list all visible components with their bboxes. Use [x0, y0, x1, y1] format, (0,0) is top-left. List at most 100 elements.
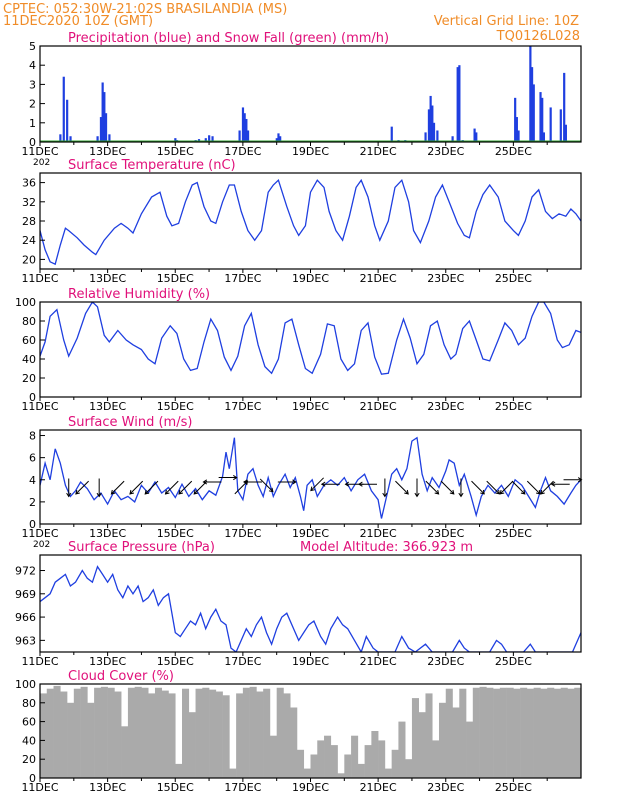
precip-bar	[208, 135, 211, 142]
wind-arrow-shaft	[425, 480, 439, 495]
cloud-bar	[100, 686, 108, 778]
precip-bar	[436, 130, 439, 142]
cloud-bar	[161, 690, 169, 778]
cloud-bar	[540, 688, 548, 778]
rh-xtick-label: 15DEC	[157, 400, 194, 413]
precip-bar	[275, 138, 278, 142]
wind-arrow-head	[535, 489, 541, 495]
precip-panel: 0 1 2 3 4 5 11DEC 13DEC 15DEC 17DEC 19DEC 21DEC 23DE…	[21, 31, 582, 168]
cloud-bar	[493, 688, 501, 778]
precip-bar	[174, 138, 177, 142]
cloud-bar	[560, 687, 568, 778]
cloud-bar	[384, 768, 392, 778]
cloud-bar	[567, 688, 575, 778]
wind-arrow-head	[499, 489, 505, 495]
wind-arrow-head	[129, 489, 135, 495]
wind-arrow	[320, 481, 340, 487]
pres-xtick-label: 11DEC	[21, 655, 58, 668]
temp-ytick-label: 32	[22, 196, 36, 209]
cloud-bar	[202, 687, 210, 778]
wind-xtick-label: 25DEC	[495, 527, 532, 540]
precip-bar	[532, 84, 535, 142]
wind-ytick-label: 4	[29, 474, 36, 487]
precip-xtick-label: 23DEC	[427, 145, 464, 158]
rh-ytick-label: 80	[22, 315, 36, 328]
temp-ytick-label: 36	[22, 177, 36, 190]
precip-bar	[424, 132, 427, 142]
temp-title: Surface Temperature (nC)	[68, 158, 236, 173]
cloud-bar	[53, 685, 61, 778]
wind-xtick-label: 23DEC	[427, 527, 464, 540]
wind-arrow	[75, 480, 89, 495]
cloud-bar	[263, 688, 271, 778]
cloud-bar	[94, 687, 102, 778]
pres-xtick-label: 13DEC	[89, 655, 126, 668]
cloud-bar	[405, 759, 413, 778]
wind-arrow	[310, 477, 324, 492]
cloud-bar	[148, 693, 156, 778]
cloud-bar	[168, 693, 176, 778]
precip-bar	[390, 126, 393, 142]
wind-arrow-shaft	[499, 480, 514, 495]
cloud-bar	[87, 702, 95, 778]
wind-arrow-head	[75, 489, 80, 495]
precip-bar	[530, 67, 534, 142]
cloud-ytick-label: 60	[22, 716, 36, 729]
wind-arrow-shaft	[111, 480, 125, 495]
wind-arrow-head	[540, 489, 545, 495]
wind-arrow	[66, 478, 72, 498]
cloud-bar	[276, 687, 284, 778]
cloud-bar	[175, 763, 183, 778]
precip-bar	[103, 92, 106, 142]
cloud-bar	[121, 726, 129, 778]
cloud-bar	[479, 686, 487, 778]
cloud-bar	[466, 721, 474, 778]
precip-xtick-label: 13DEC	[89, 145, 126, 158]
cloud-bar	[330, 745, 338, 778]
precip-bar	[539, 92, 542, 142]
cloud-bar	[283, 693, 291, 778]
wind-xtick-label: 15DEC	[157, 527, 194, 540]
wind-xlabel-stub: 202	[33, 540, 50, 550]
wind-arrow-head	[434, 489, 440, 495]
precip-bar	[104, 113, 108, 142]
temp-ytick-label: 28	[22, 215, 36, 228]
wind-arrow-shaft	[259, 478, 274, 493]
pres-xtick-label: 17DEC	[224, 655, 261, 668]
wind-arrow-head	[144, 489, 150, 495]
wind-ytick-label: 2	[29, 496, 36, 509]
temp-xtick-label: 23DEC	[427, 272, 464, 285]
pres-xtick-label: 25DEC	[495, 655, 532, 668]
rh-ytick-label: 0	[29, 391, 36, 404]
wind-arrow	[259, 478, 274, 493]
temp-xtick-label: 19DEC	[292, 272, 329, 285]
precip-bar	[549, 107, 552, 142]
wind-ytick-label: 8	[29, 430, 36, 443]
precip-bar	[277, 133, 280, 142]
precip-bar	[246, 130, 250, 142]
wind-arrow	[563, 477, 583, 483]
wind-arrow	[440, 480, 455, 495]
precip-bar	[564, 124, 567, 142]
cloud-bar	[182, 688, 190, 778]
cloud-bar	[188, 712, 196, 778]
rh-xtick-label: 13DEC	[89, 400, 126, 413]
precip-bar	[238, 130, 241, 142]
wind-arrow-shaft	[526, 480, 541, 495]
wind-arrow-head	[414, 492, 420, 498]
cloud-bar	[520, 687, 528, 778]
header-datetime: 11DEC2020 10Z (GMT)	[3, 14, 153, 29]
cloud-bar	[256, 691, 264, 778]
cloud-title: Cloud Cover (%)	[68, 669, 174, 684]
cloud-bar	[317, 740, 325, 778]
pres-xtick-label: 21DEC	[360, 655, 397, 668]
cloud-bar	[60, 691, 68, 778]
precip-bar	[432, 122, 436, 142]
precip-bar	[431, 105, 434, 142]
wind-arrow	[471, 480, 485, 495]
temp-xtick-label: 25DEC	[495, 272, 532, 285]
wind-arrow-head	[458, 492, 464, 498]
precip-ytick-label: 5	[29, 40, 36, 53]
header-model: TQ0126L028	[496, 29, 580, 44]
cloud-xtick-label: 11DEC	[21, 781, 58, 794]
